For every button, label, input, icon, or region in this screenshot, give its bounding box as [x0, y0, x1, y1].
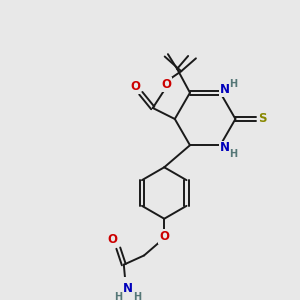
- Text: N: N: [220, 83, 230, 97]
- Text: H: H: [114, 292, 122, 300]
- Text: S: S: [258, 112, 266, 125]
- Text: O: O: [130, 80, 140, 93]
- Text: O: O: [161, 78, 172, 91]
- Text: O: O: [159, 230, 169, 243]
- Text: H: H: [229, 149, 237, 159]
- Text: H: H: [229, 79, 237, 88]
- Text: N: N: [220, 142, 230, 154]
- Text: O: O: [108, 233, 118, 246]
- Text: H: H: [134, 292, 142, 300]
- Text: N: N: [122, 282, 133, 295]
